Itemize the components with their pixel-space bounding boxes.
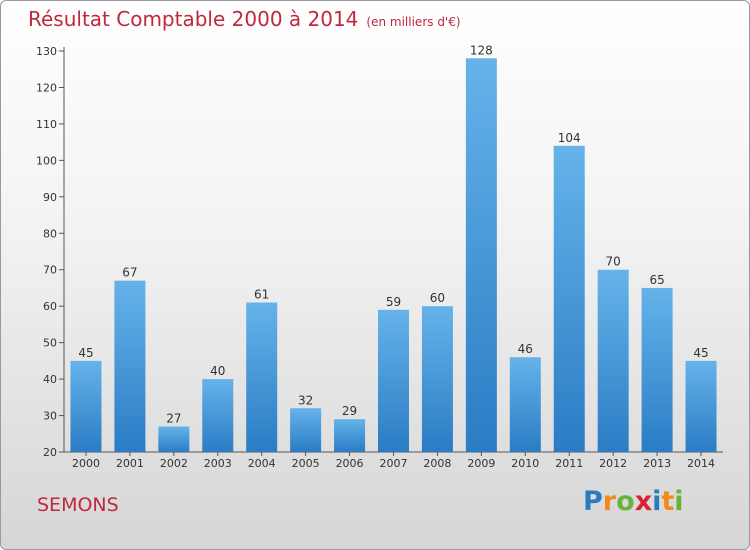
logo-letter: r: [602, 486, 617, 517]
x-tick-label: 2002: [160, 457, 188, 470]
bar-2011: [553, 145, 585, 453]
y-tick-label: 60: [43, 300, 57, 313]
proxiti-logo: Proxiti: [583, 486, 684, 517]
x-tick-label: 2009: [467, 457, 495, 470]
x-tick-label: 2000: [72, 457, 100, 470]
x-tick-label: 2012: [599, 457, 627, 470]
y-tick-label: 110: [36, 118, 57, 131]
bar-2014: [685, 360, 717, 452]
data-label: 61: [254, 288, 269, 302]
y-tick-label: 30: [43, 410, 57, 423]
x-tick-label: 2008: [423, 457, 451, 470]
bar-2012: [597, 269, 629, 452]
bar-2007: [378, 309, 409, 452]
bar-2000: [70, 360, 102, 452]
x-tick-label: 2013: [643, 457, 671, 470]
data-label: 45: [78, 346, 93, 360]
bar-2002: [158, 426, 190, 452]
bar-2008: [421, 306, 453, 452]
x-tick-label: 2005: [292, 457, 320, 470]
logo-letter: x: [634, 486, 653, 517]
logo-letter: t: [661, 486, 675, 517]
logo-letter: P: [583, 486, 603, 517]
chart-title-text: Résultat Comptable 2000 à 2014: [28, 7, 359, 31]
y-tick-label: 50: [43, 337, 57, 350]
bar-2009: [465, 58, 497, 453]
y-tick-label: 80: [43, 227, 57, 240]
x-tick-label: 2010: [511, 457, 539, 470]
y-tick-label: 120: [36, 81, 57, 94]
data-label: 45: [693, 346, 708, 360]
data-label: 128: [470, 43, 493, 57]
bar-2004: [246, 302, 278, 452]
data-label: 32: [298, 393, 313, 407]
y-tick-label: 70: [43, 264, 57, 277]
logo-letter: o: [616, 486, 635, 517]
logo-letter: i: [674, 486, 684, 517]
data-label: 46: [518, 342, 533, 356]
y-tick-label: 40: [43, 373, 57, 386]
x-tick-label: 2006: [336, 457, 364, 470]
data-label: 65: [649, 273, 664, 287]
bar-2005: [290, 408, 322, 452]
x-tick-label: 2003: [204, 457, 232, 470]
y-tick-label: 90: [43, 191, 57, 204]
data-label: 70: [606, 255, 621, 269]
bar-2001: [114, 280, 146, 452]
y-tick-label: 130: [36, 45, 57, 58]
bar-2006: [334, 419, 366, 452]
y-tick-label: 100: [36, 154, 57, 167]
data-label: 27: [166, 411, 181, 425]
bars: 45 67 27 40 61 32 29 59 60 128 46 104 70 65 45: [70, 43, 717, 453]
bar-2010: [509, 357, 541, 452]
x-tick-label: 2011: [555, 457, 583, 470]
data-label: 67: [122, 266, 137, 280]
x-tick-label: 2014: [687, 457, 715, 470]
chart-title: Résultat Comptable 2000 à 2014 (en millie…: [28, 7, 461, 31]
data-label: 104: [558, 131, 581, 145]
data-label: 29: [342, 404, 357, 418]
data-label: 40: [210, 364, 225, 378]
data-label: 59: [386, 295, 401, 309]
axes: 20 30 40 50 60 70 80 90 100 110 120 130 2000 2001 2002…: [36, 45, 723, 470]
x-tick-label: 2001: [116, 457, 144, 470]
x-tick-label: 2007: [380, 457, 408, 470]
chart-subtitle: (en milliers d'€): [366, 15, 461, 29]
bar-2003: [202, 379, 234, 452]
y-tick-label: 20: [43, 446, 57, 459]
commune-name: SEMONS: [37, 494, 119, 516]
data-label: 60: [430, 291, 445, 305]
bar-2013: [641, 287, 673, 452]
x-tick-label: 2004: [248, 457, 276, 470]
logo-letter: i: [652, 486, 662, 517]
